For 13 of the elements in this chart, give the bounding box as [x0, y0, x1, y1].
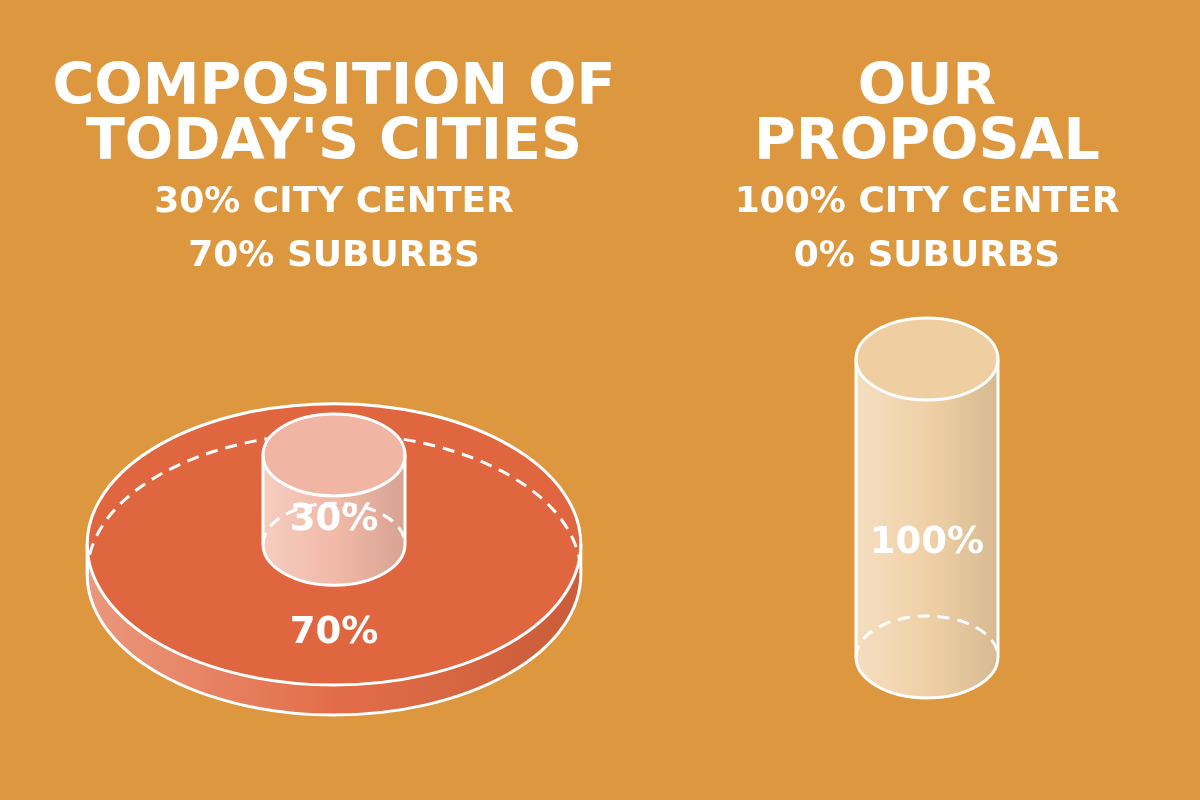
data-label: 30% — [154, 179, 241, 220]
text: OUR PROPOSAL — [753, 51, 1101, 172]
text: 100% — [869, 519, 985, 563]
text: 30% — [289, 495, 379, 539]
text: COMPOSITION OF TODAY'S CITIES — [51, 51, 617, 172]
category-label: CITY CENTER — [858, 179, 1120, 220]
category-label: SUBURBS — [867, 233, 1061, 274]
text: 70% — [289, 608, 379, 652]
data-label: 100% — [734, 179, 846, 220]
data-label: 0% — [793, 233, 855, 274]
data-label: 70% — [188, 233, 275, 274]
category-label: CITY CENTER — [252, 179, 514, 220]
category-label: SUBURBS — [286, 233, 480, 274]
